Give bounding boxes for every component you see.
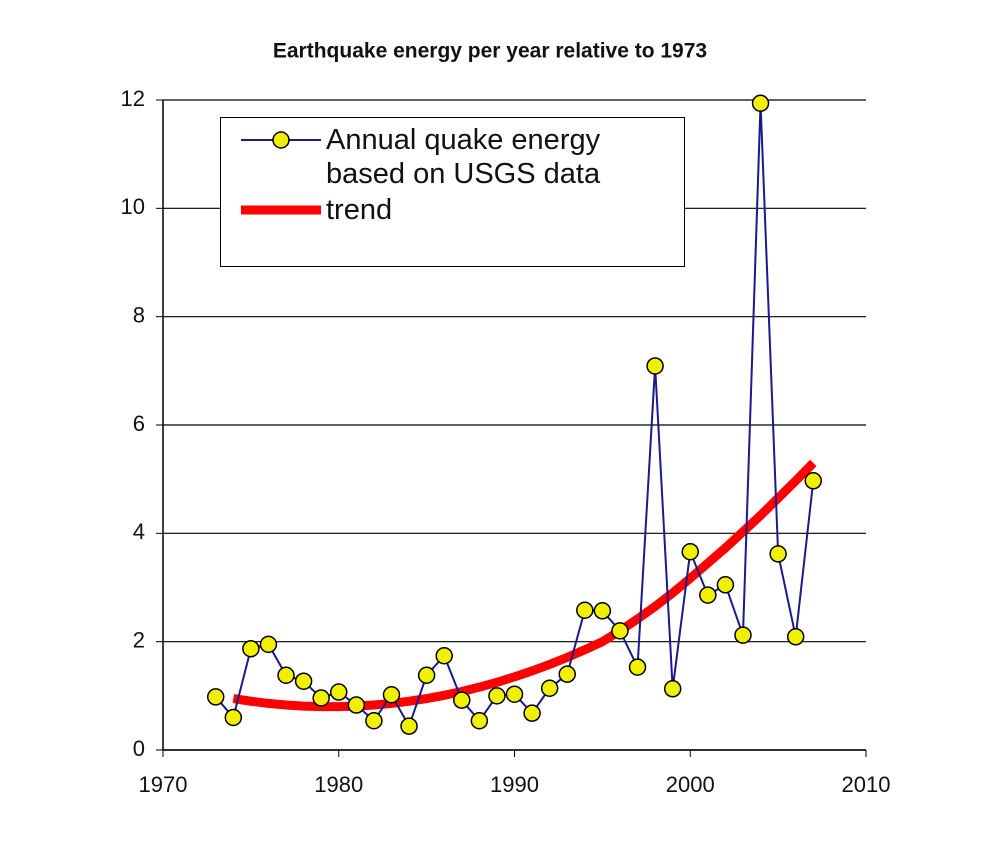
data-point (400, 717, 418, 735)
data-point (277, 666, 295, 684)
data-point (786, 628, 805, 646)
y-tick-label: 8 (133, 302, 145, 327)
data-point (523, 704, 541, 722)
x-tick-label: 2010 (842, 772, 891, 797)
data-point (540, 679, 559, 697)
data-point (259, 635, 278, 654)
x-tick-label: 1970 (139, 772, 188, 797)
legend-label: trend (326, 194, 393, 226)
y-tick-label: 6 (133, 411, 145, 436)
trend-line (232, 459, 817, 712)
chart-title: Earthquake energy per year relative to 1… (273, 40, 707, 63)
data-point (663, 680, 682, 698)
data-point (330, 683, 348, 701)
data-point (769, 545, 787, 563)
data-point (347, 696, 366, 714)
y-tick-label: 12 (121, 86, 145, 111)
data-point (716, 576, 735, 594)
data-point (558, 665, 576, 683)
data-point (294, 672, 313, 690)
data-point (628, 658, 647, 676)
data-point (681, 543, 699, 561)
data-point (646, 357, 664, 375)
data-point (505, 685, 524, 703)
data-point (435, 647, 453, 665)
data-point (593, 602, 612, 620)
data-point (224, 708, 243, 727)
data-point (312, 689, 330, 707)
y-tick-label: 2 (133, 627, 145, 652)
y-tick-label: 10 (121, 194, 145, 219)
data-point (804, 472, 823, 490)
data-point (576, 601, 594, 619)
y-tick-label: 4 (133, 519, 145, 544)
x-tick-label: 2000 (666, 772, 715, 797)
legend-label: Annual quake energy based on USGS data (326, 124, 601, 190)
x-tick-label: 1990 (490, 772, 539, 797)
legend: Annual quake energy based on USGS data t… (220, 117, 685, 267)
data-point (488, 687, 506, 705)
data-point (470, 712, 489, 730)
data-point (453, 691, 471, 709)
data-point (611, 622, 629, 640)
data-point (734, 626, 752, 644)
data-point (417, 666, 436, 684)
data-point (751, 94, 770, 112)
data-point (242, 639, 260, 658)
x-tick-label: 1980 (314, 772, 363, 797)
y-tick-label: 0 (133, 736, 145, 761)
legend-symbols (241, 131, 321, 215)
data-point (382, 686, 401, 704)
data-point (699, 586, 717, 604)
legend-marker (272, 131, 290, 149)
data-point (365, 712, 383, 730)
data-point (206, 688, 225, 706)
